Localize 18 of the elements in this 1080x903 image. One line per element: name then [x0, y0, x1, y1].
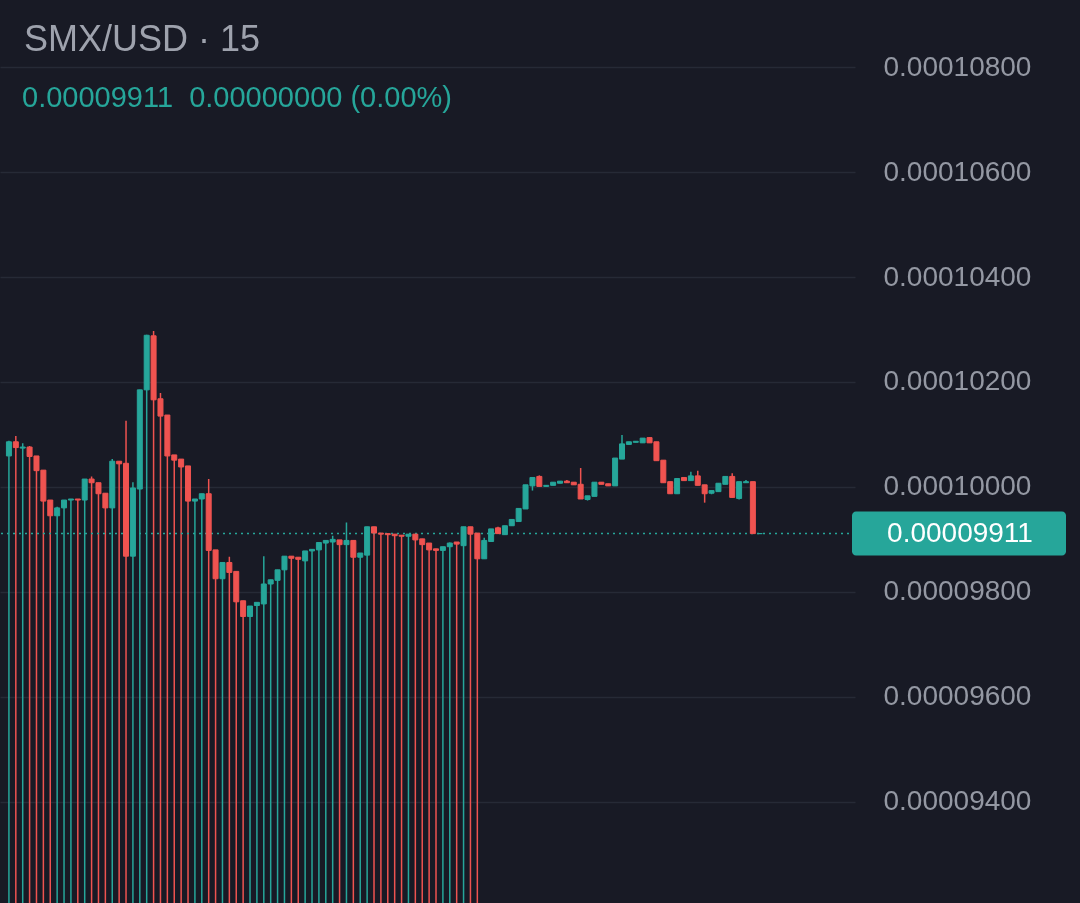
y-tick-label: 0.00010000: [883, 470, 1032, 502]
candlestick: [12, 435, 19, 903]
candlestick: [74, 498, 81, 903]
y-tick-label: 0.00009400: [883, 785, 1032, 817]
candlestick: [729, 472, 736, 499]
y-tick-label: 0.00010200: [883, 365, 1032, 397]
y-tick-label: 0.00010800: [883, 50, 1032, 82]
y-tick-label: 0.00009800: [883, 575, 1032, 607]
text: SMX/USD · 15: [24, 18, 261, 59]
candlestick: [336, 539, 343, 903]
y-tick-label: 0.00010400: [883, 260, 1032, 292]
candlestick: [219, 561, 226, 903]
text: 0.00009911 0.00000000 (0.00%): [22, 81, 452, 113]
y-tick-label: 0.00009600: [883, 680, 1032, 712]
candlestick: [350, 539, 357, 903]
ref-line-label: 0.00009911: [887, 516, 1033, 548]
candlestick: [453, 541, 460, 903]
y-tick-label: 0.00010600: [883, 155, 1032, 187]
